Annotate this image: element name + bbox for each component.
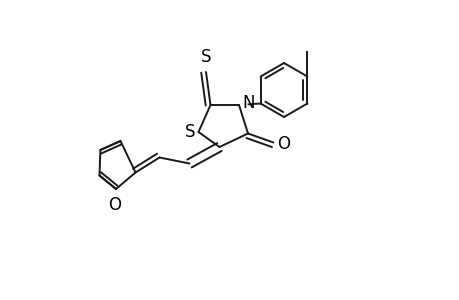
Text: O: O [108, 196, 121, 214]
Text: S: S [200, 48, 211, 66]
Text: N: N [241, 94, 254, 112]
Text: S: S [184, 123, 195, 141]
Text: O: O [277, 135, 290, 153]
